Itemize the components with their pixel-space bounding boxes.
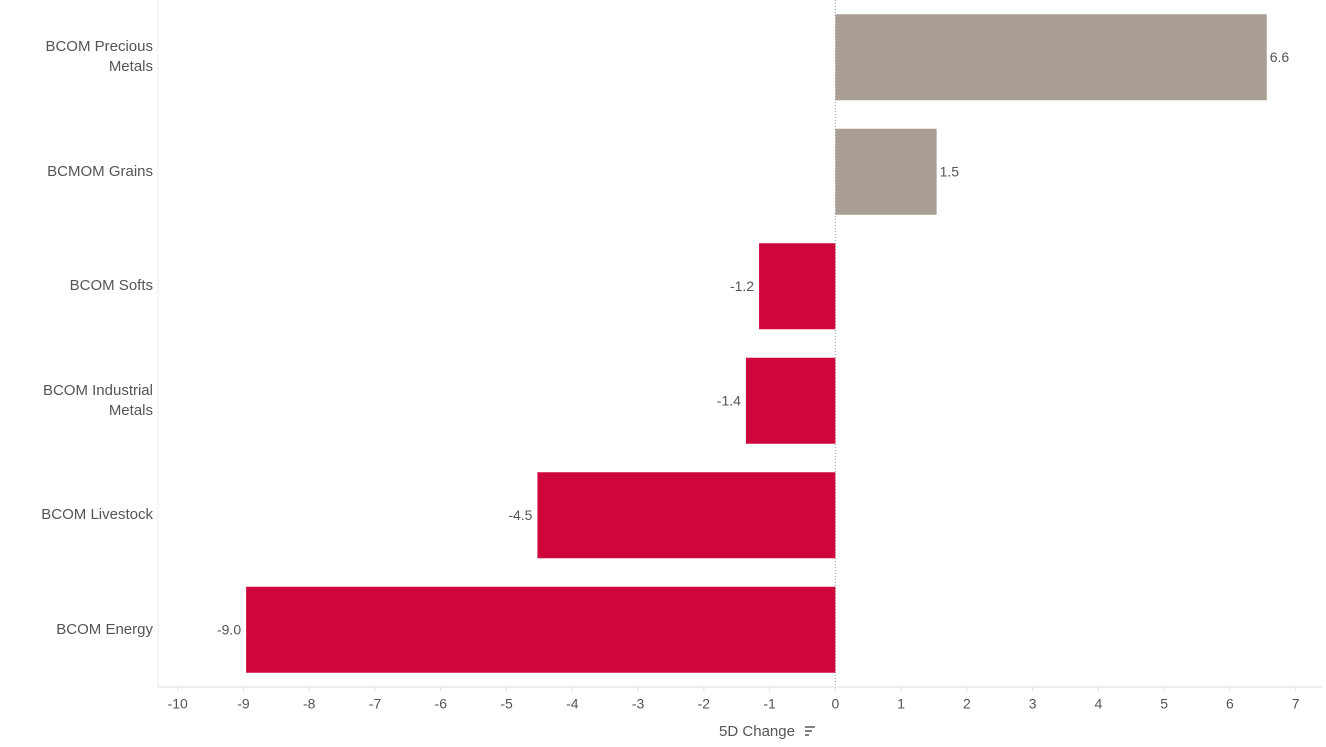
category-label: BCOM Livestock — [41, 506, 153, 524]
bar — [745, 357, 836, 444]
category-label: BCOM Industrial Metals — [42, 381, 153, 419]
data-label: -9.0 — [217, 621, 241, 637]
x-tick-label: -8 — [303, 696, 316, 712]
bar — [246, 586, 836, 673]
category-label: BCMOM Grains — [47, 162, 153, 180]
bar — [835, 128, 937, 215]
x-tick-label: 4 — [1095, 696, 1103, 712]
x-tick-label: -9 — [237, 696, 250, 712]
x-tick-label: -10 — [168, 696, 188, 712]
data-label: -1.2 — [730, 278, 754, 294]
data-label: 1.5 — [940, 163, 960, 179]
bar — [537, 472, 836, 559]
x-tick-label: 5 — [1160, 696, 1168, 712]
x-tick-label: -3 — [632, 696, 645, 712]
x-tick-label: -1 — [763, 696, 776, 712]
x-tick-label: 1 — [897, 696, 905, 712]
data-label: 6.6 — [1270, 49, 1290, 65]
x-tick-label: -6 — [435, 696, 448, 712]
x-tick-label: -2 — [698, 696, 711, 712]
data-label: -4.5 — [508, 507, 532, 523]
bar — [835, 14, 1267, 101]
category-label: BCOM Energy — [56, 620, 153, 638]
data-label: -1.4 — [717, 392, 741, 408]
sort-icon — [805, 726, 815, 736]
x-tick-label: 0 — [831, 696, 839, 712]
x-tick-label: 6 — [1226, 696, 1234, 712]
x-tick-label: -7 — [369, 696, 382, 712]
category-label: BCOM Precious Metals — [45, 38, 153, 76]
x-tick-label: 7 — [1292, 696, 1300, 712]
x-tick-label: -5 — [500, 696, 513, 712]
x-axis-title: 5D Change — [719, 723, 795, 740]
bar — [759, 243, 836, 330]
x-tick-label: -4 — [566, 696, 579, 712]
x-tick-label: 3 — [1029, 696, 1037, 712]
category-label: BCOM Softs — [69, 277, 153, 295]
x-tick-label: 2 — [963, 696, 971, 712]
